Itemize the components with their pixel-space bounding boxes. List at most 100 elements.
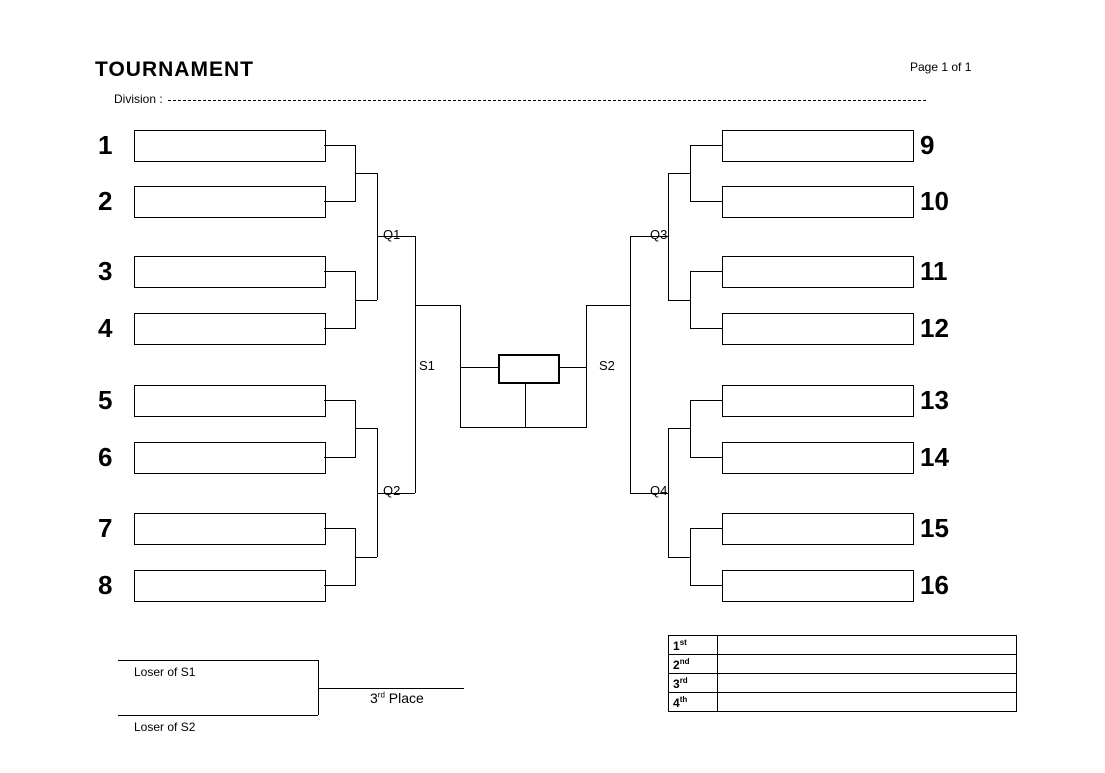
bracket-connector <box>324 457 356 458</box>
bracket-connector <box>690 328 722 329</box>
slot-9 <box>722 130 914 162</box>
slot-11 <box>722 256 914 288</box>
seed-7: 7 <box>98 513 112 544</box>
slot-13 <box>722 385 914 417</box>
slot-6 <box>134 442 326 474</box>
bracket-connector <box>415 305 460 306</box>
bracket-connector <box>377 493 415 494</box>
round-label-s2: S2 <box>599 358 615 373</box>
bracket-connector <box>460 305 461 427</box>
bracket-connector <box>668 173 669 300</box>
bracket-connector <box>415 236 416 493</box>
placement-row-1: 1st <box>669 636 1017 655</box>
slot-7 <box>134 513 326 545</box>
bracket-connector <box>586 305 631 306</box>
seed-2: 2 <box>98 186 112 217</box>
bracket-connector <box>324 145 356 146</box>
slot-3 <box>134 256 326 288</box>
bracket-connector <box>690 528 691 585</box>
bracket-connector <box>324 585 356 586</box>
bracket-connector <box>324 328 356 329</box>
placement-value <box>718 636 1017 655</box>
seed-10: 10 <box>920 186 949 217</box>
slot-12 <box>722 313 914 345</box>
bracket-connector <box>630 493 668 494</box>
bracket-connector <box>324 271 356 272</box>
slot-16 <box>722 570 914 602</box>
placement-row-3: 3rd <box>669 674 1017 693</box>
bracket-connector <box>668 428 690 429</box>
page-number: Page 1 of 1 <box>910 60 971 74</box>
seed-4: 4 <box>98 313 112 344</box>
bracket-connector <box>690 400 691 457</box>
third-place-connector <box>318 688 464 689</box>
bracket-connector <box>690 528 722 529</box>
placement-rank: 4th <box>669 693 718 712</box>
round-label-q3: Q3 <box>650 227 667 242</box>
round-label-q4: Q4 <box>650 483 667 498</box>
placement-rank: 1st <box>669 636 718 655</box>
placement-value <box>718 693 1017 712</box>
seed-13: 13 <box>920 385 949 416</box>
division-label: Division : <box>114 92 163 106</box>
bracket-connector <box>690 145 722 146</box>
seed-12: 12 <box>920 313 949 344</box>
bracket-connector <box>355 173 377 174</box>
bracket-connector <box>668 300 690 301</box>
page-title: TOURNAMENT <box>95 58 254 82</box>
bracket-connector <box>690 201 722 202</box>
slot-10 <box>722 186 914 218</box>
seed-9: 9 <box>920 130 934 161</box>
third-place-label: 3rd Place <box>370 690 424 706</box>
bracket-connector <box>690 271 722 272</box>
final-winner-box <box>498 354 560 384</box>
round-label-q1: Q1 <box>383 227 400 242</box>
slot-14 <box>722 442 914 474</box>
bracket-connector <box>355 428 377 429</box>
bracket-connector <box>525 380 526 427</box>
placement-rank: 3rd <box>669 674 718 693</box>
third-place-connector <box>118 715 318 716</box>
third-place-connector <box>118 660 318 661</box>
loser-s2-label: Loser of S2 <box>134 720 195 734</box>
seed-3: 3 <box>98 256 112 287</box>
placement-value <box>718 655 1017 674</box>
bracket-connector <box>690 145 691 201</box>
bracket-connector <box>324 400 356 401</box>
placement-row-2: 2nd <box>669 655 1017 674</box>
round-label-s1: S1 <box>419 358 435 373</box>
slot-2 <box>134 186 326 218</box>
bracket-connector <box>690 271 691 328</box>
bracket-connector <box>630 236 668 237</box>
bracket-connector <box>460 427 587 428</box>
bracket-connector <box>690 400 722 401</box>
slot-5 <box>134 385 326 417</box>
placement-row-4: 4th <box>669 693 1017 712</box>
bracket-connector <box>377 236 415 237</box>
slot-8 <box>134 570 326 602</box>
slot-1 <box>134 130 326 162</box>
loser-s1-label: Loser of S1 <box>134 665 195 679</box>
placement-value <box>718 674 1017 693</box>
seed-1: 1 <box>98 130 112 161</box>
seed-5: 5 <box>98 385 112 416</box>
bracket-connector <box>460 367 498 368</box>
seed-15: 15 <box>920 513 949 544</box>
bracket-connector <box>668 557 690 558</box>
bracket-connector <box>556 367 586 368</box>
division-blank-line <box>168 100 926 101</box>
seed-8: 8 <box>98 570 112 601</box>
bracket-connector <box>690 457 722 458</box>
seed-14: 14 <box>920 442 949 473</box>
bracket-connector <box>324 528 356 529</box>
seed-11: 11 <box>920 256 948 287</box>
bracket-connector <box>630 236 631 493</box>
slot-4 <box>134 313 326 345</box>
bracket-connector <box>668 173 690 174</box>
bracket-connector <box>690 585 722 586</box>
seed-16: 16 <box>920 570 949 601</box>
bracket-connector <box>355 557 377 558</box>
bracket-connector <box>324 201 356 202</box>
placement-rank: 2nd <box>669 655 718 674</box>
bracket-connector <box>355 300 377 301</box>
